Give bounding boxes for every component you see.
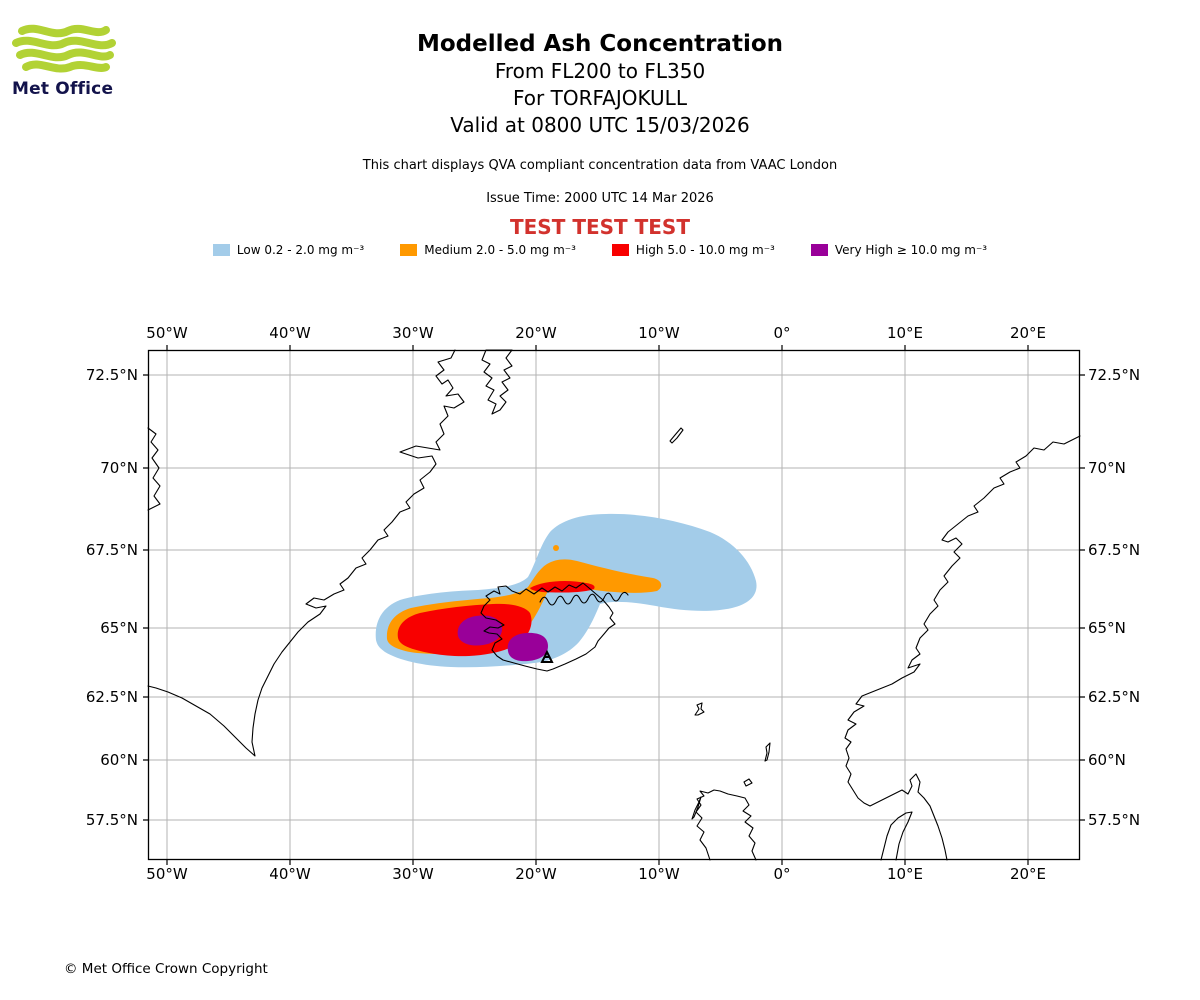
copyright-notice: © Met Office Crown Copyright — [64, 961, 268, 977]
map-area: 50°W 40°W 30°W 20°W 10°W 0° 10°E 20°E 50… — [86, 324, 1140, 883]
lat-tick-left: 67.5°N — [85, 541, 138, 559]
lon-tick-bottom: 30°W — [392, 865, 434, 883]
legend-label-medium: Medium 2.0 - 5.0 mg m⁻³ — [424, 243, 576, 257]
coastlines — [147, 349, 1081, 861]
legend-label-low: Low 0.2 - 2.0 mg m⁻³ — [236, 243, 365, 257]
lon-tick-bottom: 10°W — [638, 865, 680, 883]
lat-tick-left: 72.5°N — [85, 366, 138, 384]
lon-tick-top: 30°W — [392, 324, 434, 342]
volcano-subtitle: For TORFAJOKULL — [513, 86, 687, 110]
map-frame — [147, 349, 1081, 861]
lon-tick-bottom: 10°E — [886, 865, 924, 883]
flight-levels-subtitle: From FL200 to FL350 — [494, 59, 706, 83]
lon-tick-top: 50°W — [146, 324, 188, 342]
coastline-outer-hebrides — [691, 796, 702, 820]
lat-tick-right: 72.5°N — [1088, 366, 1141, 384]
lon-tick-top: 0° — [773, 324, 791, 342]
lat-tick-right: 65°N — [1088, 619, 1126, 637]
coastline-greenland-east — [147, 349, 465, 757]
coastline-denmark — [880, 811, 913, 861]
lat-tick-right: 60°N — [1088, 751, 1126, 769]
lat-tick-left: 57.5°N — [85, 811, 138, 829]
met-office-waves-icon — [12, 24, 116, 73]
coastline-faroe-islands — [694, 702, 705, 716]
legend-item-very-high: Very High ≥ 10.0 mg m⁻³ — [810, 243, 988, 257]
axis-ticks — [143, 345, 1085, 865]
lon-tick-top: 40°W — [269, 324, 311, 342]
lon-tick-bottom: 0° — [773, 865, 791, 883]
lon-tick-bottom: 20°W — [515, 865, 557, 883]
volcano-marker — [540, 649, 554, 663]
lat-tick-left: 65°N — [100, 619, 138, 637]
coastline-greenland-west-fragment — [147, 427, 161, 511]
map-canvas — [143, 345, 1085, 865]
medium-swatch-icon — [400, 244, 418, 256]
qva-disclaimer: This chart displays QVA compliant concen… — [362, 158, 838, 173]
coastline-greenland-northeast-island — [481, 349, 513, 415]
coastline-orkney — [743, 778, 753, 787]
lon-tick-bottom: 20°E — [1009, 865, 1047, 883]
ash-region-very-high — [457, 615, 548, 662]
coastline-norway — [844, 435, 1081, 861]
lat-tick-left: 62.5°N — [85, 688, 138, 706]
legend-label-very-high: Very High ≥ 10.0 mg m⁻³ — [834, 243, 988, 257]
very-high-swatch-icon — [810, 244, 828, 256]
coastline-shetland — [764, 742, 771, 762]
lat-tick-right: 67.5°N — [1088, 541, 1141, 559]
ash-boundary-squiggle — [539, 591, 629, 606]
lat-tick-right: 57.5°N — [1088, 811, 1141, 829]
test-banner: TEST TEST TEST — [510, 215, 690, 239]
lat-tick-right: 62.5°N — [1088, 688, 1141, 706]
valid-time-subtitle: Valid at 0800 UTC 15/03/2026 — [450, 113, 750, 137]
graticule-grid — [148, 350, 1080, 860]
coastline-iceland — [480, 582, 616, 672]
lon-tick-bottom: 50°W — [146, 865, 188, 883]
concentration-legend: Low 0.2 - 2.0 mg m⁻³ Medium 2.0 - 5.0 mg… — [0, 243, 1200, 257]
met-office-logo-text: Met Office — [12, 79, 114, 99]
lat-tick-right: 70°N — [1088, 459, 1126, 477]
header-titles: Modelled Ash Concentration From FL200 to… — [0, 30, 1200, 139]
lon-tick-top: 20°W — [515, 324, 557, 342]
lat-tick-left: 60°N — [100, 751, 138, 769]
legend-label-high: High 5.0 - 10.0 mg m⁻³ — [635, 243, 775, 257]
low-swatch-icon — [212, 244, 230, 256]
lon-tick-top: 20°E — [1009, 324, 1047, 342]
coastline-scotland — [695, 789, 757, 861]
legend-item-low: Low 0.2 - 2.0 mg m⁻³ — [212, 243, 365, 257]
lon-tick-bottom: 40°W — [269, 865, 311, 883]
met-office-logo: Met Office — [12, 24, 130, 99]
high-swatch-icon — [611, 244, 629, 256]
legend-item-high: High 5.0 - 10.0 mg m⁻³ — [611, 243, 775, 257]
lon-tick-top: 10°W — [638, 324, 680, 342]
legend-item-medium: Medium 2.0 - 5.0 mg m⁻³ — [400, 243, 576, 257]
issue-time: Issue Time: 2000 UTC 14 Mar 2026 — [486, 191, 714, 206]
lon-tick-top: 10°E — [886, 324, 924, 342]
coastline-jan-mayen — [669, 427, 684, 444]
lat-tick-left: 70°N — [100, 459, 138, 477]
page-title: Modelled Ash Concentration — [416, 31, 784, 57]
